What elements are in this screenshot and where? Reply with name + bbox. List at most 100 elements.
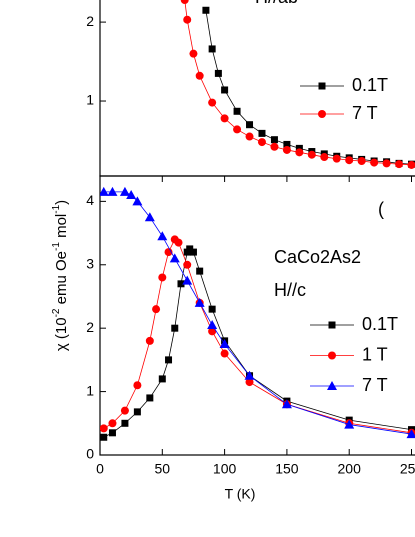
marker <box>207 320 218 330</box>
marker <box>121 419 129 427</box>
marker <box>100 424 108 433</box>
annotation: H//c <box>274 280 306 300</box>
marker <box>145 336 154 345</box>
marker <box>194 297 205 307</box>
x-axis-label: T (K) <box>225 486 256 502</box>
marker <box>320 153 329 162</box>
marker <box>171 324 179 332</box>
marker <box>180 0 189 4</box>
marker <box>169 253 180 263</box>
marker <box>370 158 379 167</box>
marker <box>281 399 292 409</box>
marker <box>146 394 154 402</box>
marker <box>214 69 222 77</box>
marker <box>189 248 197 256</box>
marker <box>158 375 166 383</box>
marker <box>245 132 254 141</box>
marker <box>100 433 108 441</box>
y-axis-label-part: -1 <box>51 204 62 213</box>
marker <box>233 125 242 134</box>
marker <box>208 45 216 53</box>
marker <box>133 381 142 390</box>
marker <box>357 157 366 166</box>
marker <box>126 190 137 200</box>
marker <box>219 339 230 349</box>
marker <box>208 98 217 107</box>
legend-marker <box>328 321 336 329</box>
marker <box>133 408 141 416</box>
marker <box>258 129 266 137</box>
marker <box>220 114 229 123</box>
x-tick-label: 50 <box>155 461 171 477</box>
y-axis-label-part: emu Oe <box>53 251 70 309</box>
marker <box>183 15 192 24</box>
marker <box>395 160 404 169</box>
marker <box>177 280 185 288</box>
marker <box>157 231 168 241</box>
y-axis-label: χ (10-2 emu Oe-1 mol-1) <box>51 200 70 351</box>
legend-label: 1 T <box>362 344 388 364</box>
marker <box>196 267 204 275</box>
x-tick-label: 200 <box>338 461 362 477</box>
marker <box>233 107 241 115</box>
legend-marker <box>318 110 326 118</box>
marker <box>186 245 194 253</box>
marker <box>282 145 291 154</box>
marker <box>220 349 229 358</box>
marker <box>165 356 173 364</box>
y-tick-label: 2 <box>86 319 94 335</box>
legend-label: 7 T <box>352 103 378 123</box>
marker <box>270 136 278 144</box>
legend-marker <box>327 381 337 390</box>
legend-label: 0.1T <box>352 75 388 95</box>
marker <box>158 273 167 282</box>
y-tick-label: 3 <box>86 255 94 271</box>
legend-label: 0.1T <box>362 314 398 334</box>
series-line <box>103 238 412 434</box>
legend-marker <box>318 82 326 90</box>
marker <box>108 419 117 428</box>
marker <box>132 196 143 206</box>
marker <box>182 275 193 285</box>
marker <box>100 186 109 196</box>
marker <box>183 260 192 269</box>
marker <box>119 186 130 196</box>
marker <box>295 148 304 157</box>
marker <box>382 159 391 168</box>
y-axis-label-part: mol <box>53 214 70 242</box>
x-tick-label: 100 <box>213 461 237 477</box>
y-axis-label-part: -1 <box>51 242 62 251</box>
y-axis-label-part: ) <box>53 200 70 205</box>
marker <box>189 49 198 58</box>
marker <box>107 186 118 196</box>
marker <box>345 156 354 165</box>
marker <box>406 429 415 439</box>
marker <box>221 86 229 94</box>
marker <box>174 238 183 247</box>
marker <box>108 429 116 437</box>
marker <box>332 154 341 163</box>
marker <box>257 138 266 147</box>
marker <box>195 71 204 80</box>
x-tick-label: 0 <box>96 461 104 477</box>
y-tick-label: 2 <box>86 13 94 29</box>
marker <box>244 370 255 380</box>
marker <box>208 327 217 336</box>
legend-label: 7 T <box>362 375 388 395</box>
marker <box>144 212 155 222</box>
y-axis-label-part: -2 <box>51 308 62 317</box>
plot-frame <box>99 175 415 456</box>
marker <box>283 140 291 148</box>
y-tick-label: 1 <box>86 382 94 398</box>
marker <box>307 150 316 159</box>
y-axis-label-part: χ (10 <box>53 317 70 351</box>
marker <box>407 160 415 169</box>
annotation: CaCo2As2 <box>274 247 361 267</box>
x-tick-label: 150 <box>275 461 299 477</box>
marker <box>270 142 279 151</box>
legend-marker <box>328 351 336 360</box>
y-tick-label: 4 <box>86 192 94 208</box>
annotation: ( <box>378 199 384 219</box>
